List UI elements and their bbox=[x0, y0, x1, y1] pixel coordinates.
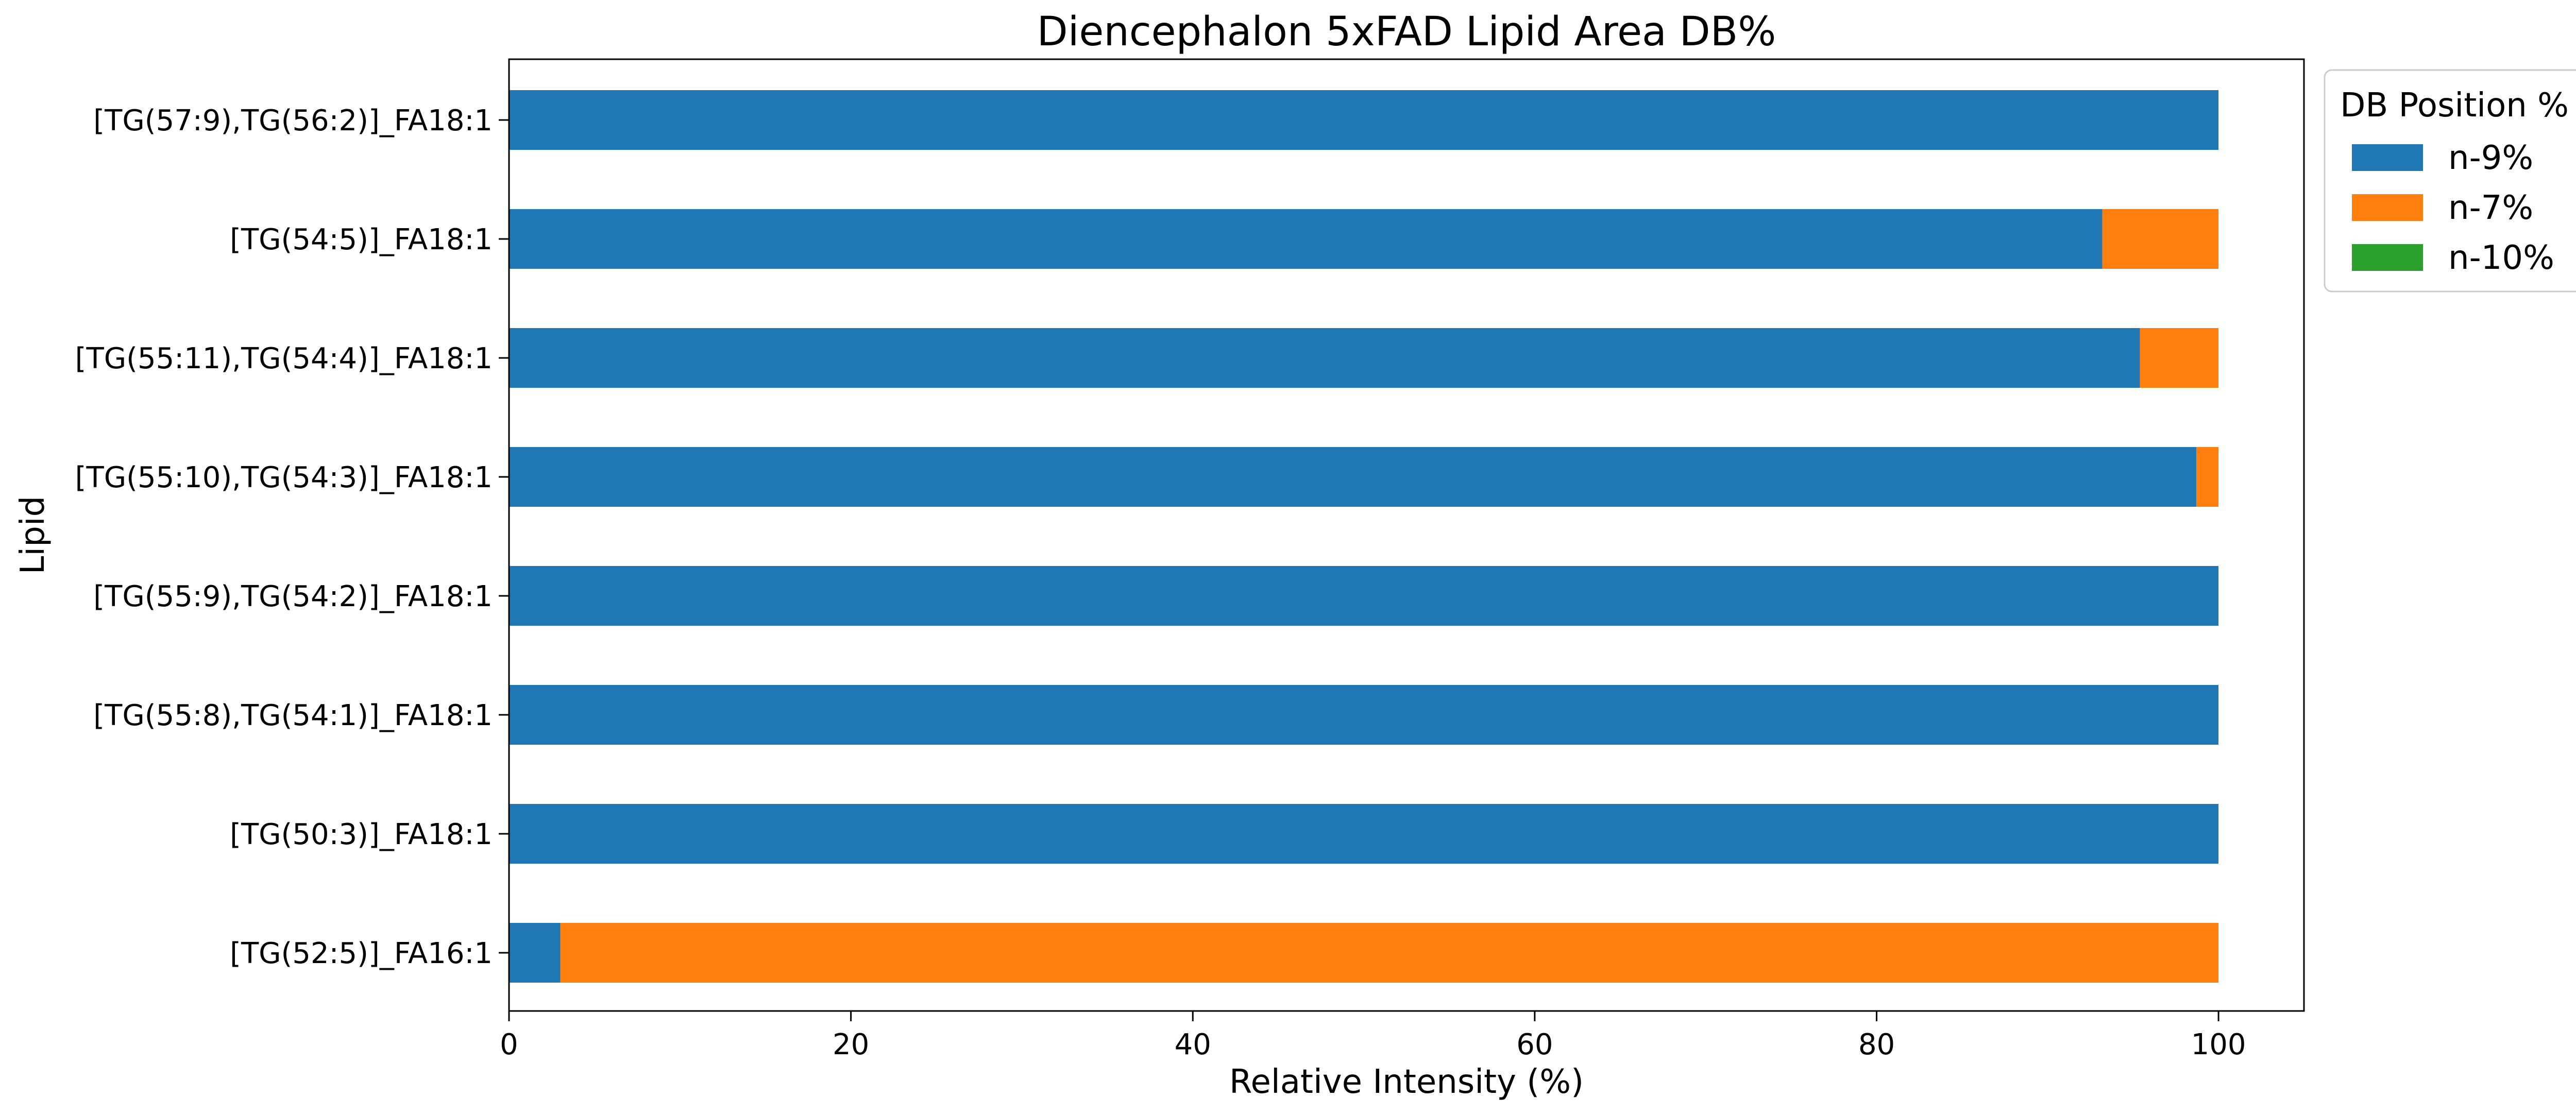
legend-items: n-9% n-7% n-10% bbox=[2352, 139, 2554, 277]
legend-label: n-9% bbox=[2448, 139, 2533, 177]
bar-segment-n7-2 bbox=[2140, 328, 2219, 388]
x-tick-label: 40 bbox=[1175, 1028, 1211, 1061]
x-axis-label: Relative Intensity (%) bbox=[1229, 1063, 1584, 1101]
legend-swatch bbox=[2352, 144, 2423, 171]
bars-layer bbox=[509, 90, 2219, 983]
y-tick-label: [TG(50:3)]_FA18:1 bbox=[230, 818, 493, 851]
y-axis-label: Lipid bbox=[14, 496, 52, 574]
y-tick-label: [TG(55:9),TG(54:2)]_FA18:1 bbox=[93, 580, 493, 613]
y-axis-ticks: [TG(57:9),TG(56:2)]_FA18:1 [TG(54:5)]_FA1… bbox=[75, 104, 509, 970]
bar-segment-n7-3 bbox=[2196, 447, 2219, 507]
legend-frame bbox=[2324, 69, 2576, 293]
plot-frame bbox=[508, 58, 2305, 1012]
bar-segment-n9-2 bbox=[509, 328, 2140, 388]
y-tick-label: [TG(55:10),TG(54:3)]_FA18:1 bbox=[75, 461, 493, 494]
legend-label: n-10% bbox=[2448, 239, 2554, 277]
bar-segment-n9-3 bbox=[509, 447, 2196, 507]
y-tick-label: [TG(54:5)]_FA18:1 bbox=[230, 223, 493, 256]
y-tick-label: [TG(55:8),TG(54:1)]_FA18:1 bbox=[93, 699, 493, 732]
legend-label: n-7% bbox=[2448, 189, 2533, 227]
bar-segment-n7-7 bbox=[560, 923, 2219, 983]
bar-segment-n9-5 bbox=[509, 685, 2219, 745]
legend-title: DB Position % bbox=[2340, 87, 2569, 125]
x-tick-label: 20 bbox=[833, 1028, 869, 1061]
bar-segment-n9-4 bbox=[509, 566, 2219, 626]
x-tick-label: 80 bbox=[1858, 1028, 1895, 1061]
bar-segment-n7-1 bbox=[2102, 209, 2219, 269]
bar-segment-n9-0 bbox=[509, 90, 2219, 150]
legend: DB Position % n-9% n-7% n-10% bbox=[2324, 69, 2576, 293]
x-tick-label: 0 bbox=[500, 1028, 518, 1061]
x-tick-label: 60 bbox=[1516, 1028, 1553, 1061]
legend-swatch bbox=[2352, 244, 2423, 271]
chart-title: Diencephalon 5xFAD Lipid Area DB% bbox=[1037, 9, 1776, 55]
y-tick-label: [TG(57:9),TG(56:2)]_FA18:1 bbox=[93, 104, 493, 138]
bar-segment-n9-1 bbox=[509, 209, 2103, 269]
x-tick-label: 100 bbox=[2191, 1028, 2246, 1061]
bar-segment-n9-6 bbox=[509, 804, 2219, 864]
bar-segment-n9-7 bbox=[509, 923, 561, 983]
y-tick-label: [TG(55:11),TG(54:4)]_FA18:1 bbox=[75, 342, 493, 375]
y-tick-label: [TG(52:5)]_FA16:1 bbox=[230, 937, 493, 970]
legend-swatch bbox=[2352, 194, 2423, 221]
x-axis-ticks: 0 20 40 60 80 100 bbox=[500, 1011, 2246, 1061]
